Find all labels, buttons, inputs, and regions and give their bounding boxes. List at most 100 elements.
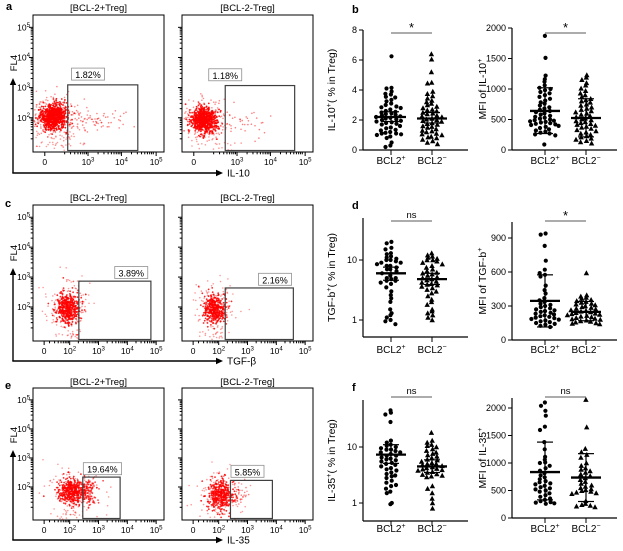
y-axis-label: MFI of IL-35+: [475, 428, 489, 489]
mean-error-bars: [571, 453, 601, 503]
dot-series-bcl2-neg: [419, 250, 445, 323]
y-axis-label: TGF-b+( % in Treg): [324, 233, 338, 322]
y-axis-label: MFI of IL-10+: [475, 59, 489, 120]
svg-text:103: 103: [17, 272, 30, 283]
significance-label: *: [563, 20, 568, 35]
svg-text:0: 0: [501, 145, 506, 155]
group-label: BCL2+: [530, 155, 559, 167]
mean-error-bars: [417, 111, 447, 124]
significance-label: ns: [406, 386, 416, 397]
svg-text:103: 103: [92, 345, 105, 356]
flow-panel-a: FL4 IL-10 [BCL-2+Treg] 0 103 104 105 102 103 104 1…: [9, 3, 314, 180]
group-label: BCL2−: [417, 523, 446, 535]
svg-text:104: 104: [17, 52, 30, 63]
svg-text:1: 1: [352, 315, 357, 325]
y-axis-label: IL-10+( % in Treg): [324, 49, 338, 132]
gate-label-box: [258, 272, 292, 286]
svg-text:102: 102: [212, 345, 225, 356]
svg-text:1500: 1500: [486, 54, 506, 64]
significance-label: ns: [560, 386, 570, 397]
flow-ticks: [178, 216, 306, 345]
flow-panel-e: FL4 IL-35 [BCL-2+Treg] 0 102 103 104 105 102 103 1…: [9, 377, 314, 547]
flow-plot-title: [BCL-2+Treg]: [70, 377, 127, 388]
svg-text:104: 104: [121, 524, 134, 535]
svg-text:600: 600: [491, 267, 506, 277]
svg-text:0: 0: [42, 157, 47, 167]
gate-percentage: 2.16%: [262, 275, 288, 285]
significance-label: ns: [406, 210, 416, 221]
flow-axis-arrows: [12, 455, 217, 541]
svg-text:300: 300: [491, 301, 506, 311]
dot-panel-d: 1 10 TGF-b+( % in Treg) BCL2+ BCL2− ns 0 300 600…: [324, 208, 617, 356]
svg-text:0: 0: [191, 346, 196, 356]
gate-rect: [78, 280, 152, 341]
svg-text:10: 10: [347, 255, 357, 265]
flow-plot-title: [BCL-2-Treg]: [220, 3, 275, 14]
group-label: BCL2−: [417, 155, 446, 167]
panel-letter-d: d: [352, 200, 359, 212]
svg-text:104: 104: [121, 345, 134, 356]
flow-plot-e-left: [BCL-2+Treg] 0 102 103 104 105 102 103 104 105 19.…: [17, 377, 165, 535]
svg-text:103: 103: [241, 345, 254, 356]
dot-series-bcl2-pos: [528, 33, 561, 147]
gate-percentage: 19.64%: [87, 465, 118, 475]
mean-error-bars: [376, 111, 406, 123]
flow-ticks: [29, 216, 157, 345]
svg-text:2: 2: [352, 115, 357, 125]
svg-text:2000: 2000: [486, 23, 506, 33]
svg-text:105: 105: [17, 22, 30, 33]
flow-plot-c-right: [BCL-2-Treg] 0 102 103 104 105 2.16%: [178, 193, 314, 356]
svg-text:103: 103: [92, 524, 105, 535]
gate-rect: [67, 84, 139, 152]
cell-cloud: [183, 93, 272, 151]
svg-text:8: 8: [352, 25, 357, 35]
group-label: BCL2+: [530, 523, 559, 535]
mean-error-bars: [376, 266, 406, 281]
gate-percentage: 1.18%: [212, 71, 238, 81]
svg-text:0: 0: [352, 145, 357, 155]
flow-ticks: [178, 26, 306, 156]
panel-letter-b: b: [352, 4, 359, 16]
flow-y-axis-label: FL4: [9, 245, 20, 261]
flow-ticks: [29, 399, 157, 524]
svg-text:103: 103: [17, 82, 30, 93]
dot-chart-d-pct: 1 10 TGF-b+( % in Treg) BCL2+ BCL2− ns: [324, 210, 468, 356]
flow-plot-c-left: [BCL-2+Treg] 0 102 103 104 105 102 103 104 105 3.8…: [17, 193, 165, 356]
flow-x-axis-label: TGF-β: [227, 357, 256, 368]
dot-series-bcl2-neg: [415, 429, 445, 511]
flow-plot-a-right: [BCL-2-Treg] 0 103 104 105 1.18%: [178, 3, 314, 167]
svg-text:0: 0: [42, 525, 47, 535]
dot-series-bcl2-neg: [564, 270, 603, 327]
svg-text:105: 105: [150, 156, 163, 167]
gate-rect: [229, 479, 273, 520]
svg-text:103: 103: [17, 452, 30, 463]
flow-plot-a-left: [BCL-2+Treg] 0 103 104 105 102 103 104 105 1.82%: [17, 3, 165, 167]
flow-plot-title: [BCL-2-Treg]: [220, 377, 275, 388]
svg-text:102: 102: [17, 301, 30, 312]
svg-text:104: 104: [264, 156, 277, 167]
gate-percentage: 1.82%: [75, 70, 101, 80]
svg-text:102: 102: [63, 345, 76, 356]
flow-y-axis-label: FL4: [9, 55, 20, 71]
mean-error-bars: [530, 87, 560, 135]
mean-error-bars: [530, 274, 560, 328]
svg-text:105: 105: [150, 524, 163, 535]
cell-cloud: [33, 85, 135, 152]
svg-text:104: 104: [17, 242, 30, 253]
svg-text:105: 105: [17, 394, 30, 405]
svg-text:6: 6: [352, 55, 357, 65]
group-label: BCL2−: [417, 344, 446, 356]
group-label: BCL2+: [530, 344, 559, 356]
dot-series-bcl2-pos: [374, 239, 403, 327]
panel-letter-e: e: [5, 380, 12, 392]
flow-axis-arrows: [12, 273, 217, 362]
svg-text:0: 0: [42, 346, 47, 356]
gate-rect: [224, 287, 294, 341]
svg-text:103: 103: [231, 156, 244, 167]
group-label: BCL2−: [571, 523, 600, 535]
svg-text:105: 105: [17, 212, 30, 223]
